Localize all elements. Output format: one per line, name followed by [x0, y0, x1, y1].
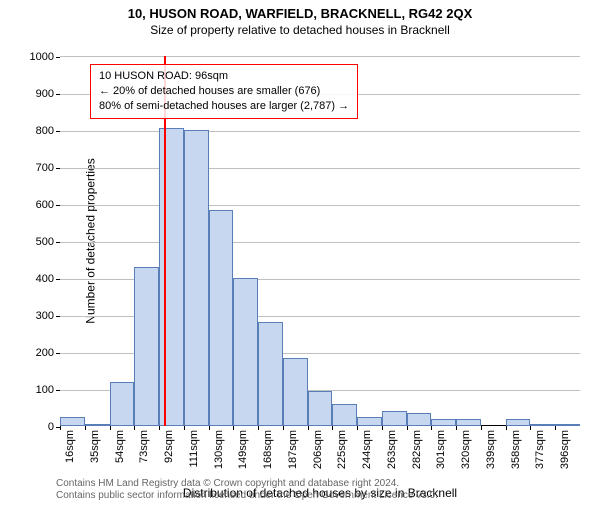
x-tick-label: 16sqm — [64, 430, 76, 463]
histogram-bar — [233, 278, 258, 426]
x-tick — [357, 426, 358, 430]
x-tick — [506, 426, 507, 430]
x-tick-label: 187sqm — [287, 430, 299, 469]
x-tick — [85, 426, 86, 430]
footer-line-2: Contains public sector information licen… — [56, 490, 438, 502]
histogram-bar — [332, 404, 357, 426]
histogram-bar — [530, 424, 555, 426]
y-tick-label: 1000 — [14, 51, 54, 63]
y-tick-label: 600 — [14, 199, 54, 211]
x-tick-label: 301sqm — [435, 430, 447, 469]
histogram-bar — [555, 424, 580, 426]
histogram-bar — [159, 128, 184, 426]
x-tick — [233, 426, 234, 430]
x-tick-label: 358sqm — [510, 430, 522, 469]
y-tick-label: 0 — [14, 421, 54, 433]
y-tick-label: 200 — [14, 347, 54, 359]
histogram-bar — [110, 382, 135, 426]
x-tick-label: 377sqm — [534, 430, 546, 469]
chart-subtitle: Size of property relative to detached ho… — [0, 23, 600, 37]
y-tick-label: 100 — [14, 384, 54, 396]
histogram-bar — [134, 267, 159, 426]
x-tick-label: 263sqm — [386, 430, 398, 469]
histogram-bar — [506, 419, 531, 426]
histogram-bar — [456, 419, 481, 426]
x-tick-label: 282sqm — [411, 430, 423, 469]
x-tick-label: 396sqm — [559, 430, 571, 469]
x-tick-label: 339sqm — [485, 430, 497, 469]
x-tick-label: 225sqm — [336, 430, 348, 469]
x-tick — [134, 426, 135, 430]
histogram-bar — [308, 391, 333, 426]
x-tick — [60, 426, 61, 430]
histogram-bar — [357, 417, 382, 426]
x-tick — [209, 426, 210, 430]
x-tick — [382, 426, 383, 430]
chart-title: 10, HUSON ROAD, WARFIELD, BRACKNELL, RG4… — [0, 6, 600, 21]
x-tick — [159, 426, 160, 430]
x-tick-label: 92sqm — [163, 430, 175, 463]
x-tick — [110, 426, 111, 430]
y-tick-label: 500 — [14, 236, 54, 248]
x-tick-label: 111sqm — [188, 430, 200, 468]
footer-attribution: Contains HM Land Registry data © Crown c… — [56, 478, 438, 502]
x-tick — [332, 426, 333, 430]
x-tick — [308, 426, 309, 430]
marker-infobox: 10 HUSON ROAD: 96sqm ← 20% of detached h… — [90, 64, 358, 119]
x-tick-label: 149sqm — [237, 430, 249, 469]
x-tick — [283, 426, 284, 430]
histogram-bar — [209, 210, 234, 426]
infobox-line-1: 10 HUSON ROAD: 96sqm — [99, 69, 349, 84]
x-tick-label: 35sqm — [89, 430, 101, 463]
y-tick-label: 900 — [14, 88, 54, 100]
x-tick — [407, 426, 408, 430]
x-tick-label: 54sqm — [114, 430, 126, 463]
x-tick — [456, 426, 457, 430]
histogram-bar — [60, 417, 85, 426]
x-tick-label: 206sqm — [312, 430, 324, 469]
footer-line-1: Contains HM Land Registry data © Crown c… — [56, 478, 438, 490]
x-tick — [258, 426, 259, 430]
x-tick — [530, 426, 531, 430]
x-tick-label: 130sqm — [213, 430, 225, 469]
x-tick-label: 73sqm — [138, 430, 150, 463]
histogram-bar — [283, 358, 308, 426]
x-tick — [184, 426, 185, 430]
histogram-bar — [382, 411, 407, 426]
infobox-line-3: 80% of semi-detached houses are larger (… — [99, 99, 349, 114]
chart-area: Number of detached properties 0100200300… — [60, 56, 580, 426]
x-tick — [481, 426, 482, 430]
y-tick-label: 300 — [14, 310, 54, 322]
histogram-bar — [85, 424, 110, 426]
x-tick-label: 320sqm — [460, 430, 472, 469]
x-tick-label: 244sqm — [361, 430, 373, 469]
histogram-bar — [407, 413, 432, 426]
y-tick-label: 800 — [14, 125, 54, 137]
y-tick-label: 700 — [14, 162, 54, 174]
histogram-bar — [184, 130, 209, 426]
x-tick — [431, 426, 432, 430]
y-tick-label: 400 — [14, 273, 54, 285]
x-tick-label: 168sqm — [262, 430, 274, 469]
x-tick — [555, 426, 556, 430]
histogram-bar — [258, 322, 283, 426]
histogram-bar — [431, 419, 456, 426]
infobox-line-2: ← 20% of detached houses are smaller (67… — [99, 84, 349, 99]
